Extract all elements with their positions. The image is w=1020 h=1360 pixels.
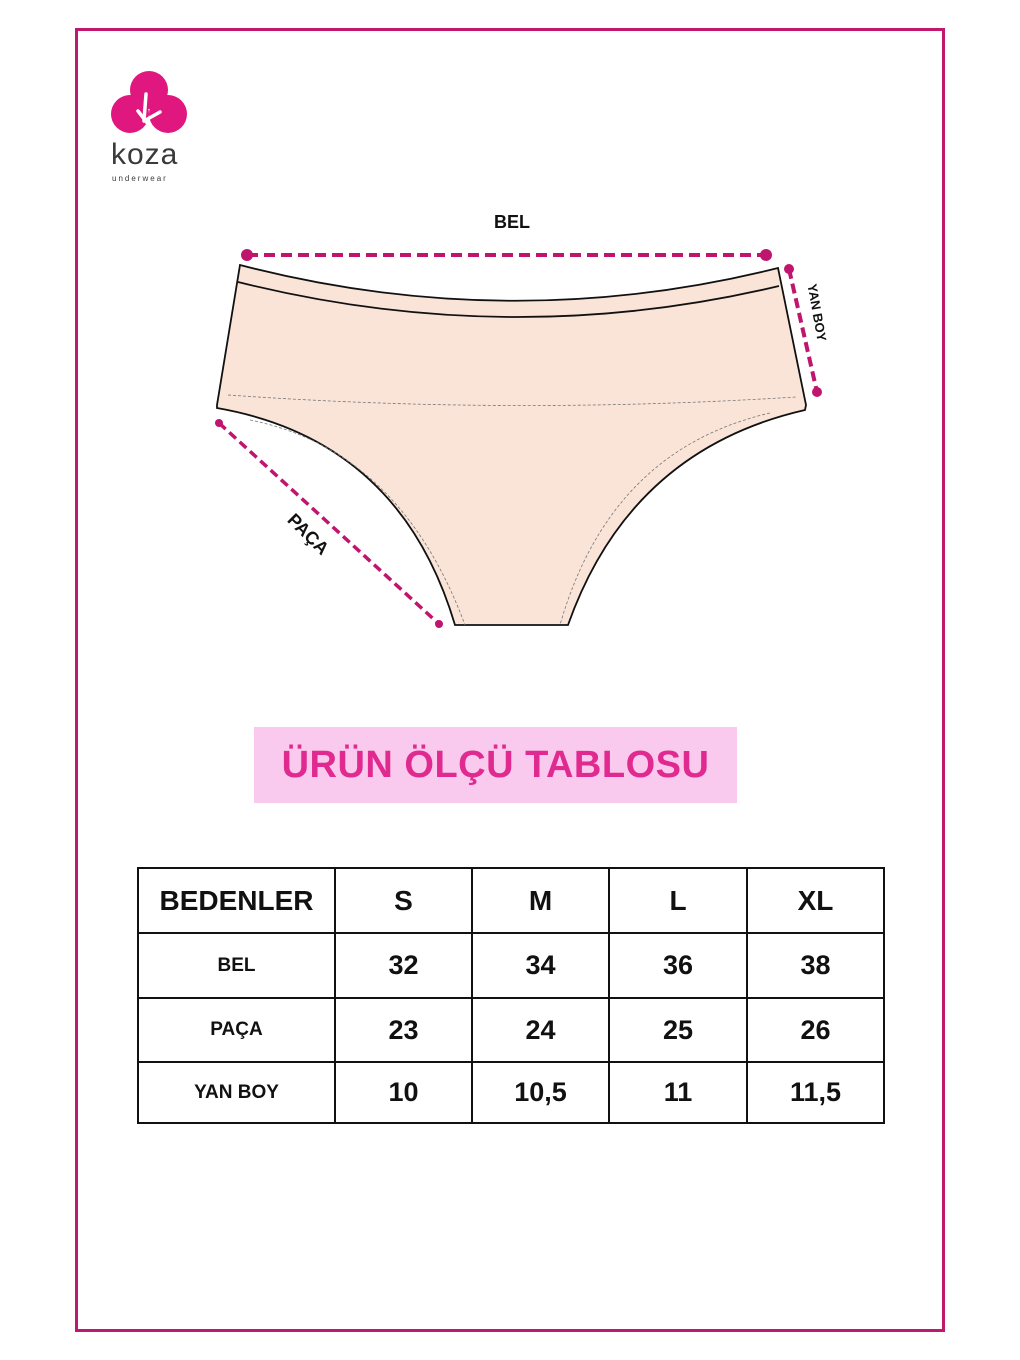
table-cell: 26	[746, 997, 885, 1063]
header-cell: L	[608, 867, 748, 934]
header-cell: XL	[746, 867, 885, 934]
table-row: PAÇA 23 24 25 26	[137, 997, 885, 1063]
waistband-line	[237, 281, 780, 318]
table-cell: 36	[608, 932, 748, 999]
leg-measure-line	[217, 421, 441, 626]
size-table: BEDENLER S M L XL BEL 32 34 36 38 PAÇA 2…	[137, 867, 885, 1124]
table-cell: 24	[471, 997, 610, 1063]
row-label: PAÇA	[137, 997, 336, 1063]
page-border	[75, 28, 945, 1332]
table-header-row: BEDENLER S M L XL	[137, 867, 885, 934]
table-row: BEL 32 34 36 38	[137, 932, 885, 999]
table-cell: 11,5	[746, 1061, 885, 1124]
row-label: YAN BOY	[137, 1061, 336, 1124]
table-cell: 11	[608, 1061, 748, 1124]
table-row: YAN BOY 10 10,5 11 11,5	[137, 1061, 885, 1124]
table-cell: 23	[334, 997, 473, 1063]
logo-wordmark: koza	[111, 138, 179, 171]
size-chart-title: ÜRÜN ÖLÇÜ TABLOSU	[281, 743, 710, 786]
logo-tagline: underwear	[112, 174, 168, 183]
garment-body	[216, 263, 807, 626]
koza-logo-icon	[111, 71, 187, 133]
side-measure-line	[787, 268, 819, 393]
table-cell: 10,5	[471, 1061, 610, 1124]
header-cell: S	[334, 867, 473, 934]
header-cell: BEDENLER	[137, 867, 336, 934]
waist-label: BEL	[494, 212, 530, 232]
row-label: BEL	[137, 932, 336, 999]
table-cell: 25	[608, 997, 748, 1063]
garment-diagram	[215, 249, 822, 628]
size-chart-title-banner: ÜRÜN ÖLÇÜ TABLOSU	[254, 727, 737, 803]
table-cell: 38	[746, 932, 885, 999]
table-cell: 10	[334, 1061, 473, 1124]
table-cell: 32	[334, 932, 473, 999]
table-cell: 34	[471, 932, 610, 999]
header-cell: M	[471, 867, 610, 934]
